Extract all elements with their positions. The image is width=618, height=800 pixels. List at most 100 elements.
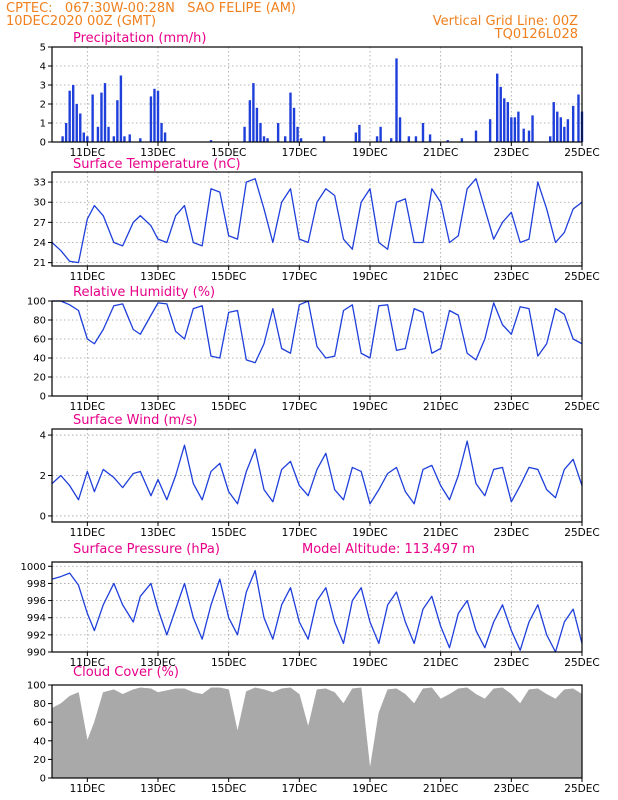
cloud-cover-y-tick-label: 20 — [33, 755, 46, 766]
surface-wind-title: Surface Wind (m/s) — [73, 413, 197, 428]
relative-humidity-plot-area — [52, 301, 582, 396]
surface-pressure-panel: 990 992 994 996 998 1000 11DEC 13DEC 15DEC 17DEC 1… — [21, 542, 600, 669]
surface-temperature-x-tick-label: 21DEC — [423, 271, 458, 283]
surface-temperature-title: Surface Temperature (nC) — [73, 157, 241, 172]
precipitation-bar — [266, 138, 269, 142]
relative-humidity-panel: 0 20 40 60 80 100 11DEC 13DEC 15DEC 17DEC 19DEC 21D… — [27, 285, 600, 413]
surface-wind-x-tick-label: 19DEC — [352, 527, 387, 539]
precipitation-bar — [375, 136, 379, 142]
surface-pressure-x-tick-label: 19DEC — [352, 657, 387, 669]
surface-temperature-y-tick-label: 33 — [33, 178, 46, 189]
precipitation-bar — [503, 98, 506, 142]
precipitation-y-tick-label: 0 — [40, 138, 46, 149]
precipitation-x-tick-label: 11DEC — [70, 147, 105, 159]
precipitation-y-tick-label: 5 — [40, 43, 46, 54]
cloud-cover-x-tick-label: 21DEC — [423, 783, 458, 795]
cloud-cover-frame — [51, 684, 583, 779]
surface-wind-y-tick-label: 2 — [40, 471, 46, 482]
surface-temperature-x-tick-label: 11DEC — [70, 271, 105, 283]
precipitation-bar — [255, 107, 259, 142]
cloud-cover-y-tick-label: 80 — [33, 699, 46, 710]
precipitation-bar — [499, 86, 502, 142]
relative-humidity-x-tick-label: 21DEC — [423, 401, 458, 413]
precipitation-bar — [395, 58, 398, 142]
surface-pressure-x-tick-label: 23DEC — [494, 657, 529, 669]
precipitation-bar — [559, 117, 562, 142]
header-run-time: 10DEC2020 00Z (GMT) — [6, 14, 156, 29]
cloud-cover-y-tick-label: 100 — [27, 681, 46, 692]
surface-pressure-x-tick-label: 25DEC — [564, 657, 599, 669]
surface-temperature-x-tick-label: 25DEC — [564, 271, 599, 283]
surface-temperature-x-tick-label: 13DEC — [140, 271, 175, 283]
cloud-cover-y-tick-label: 40 — [33, 736, 46, 747]
precipitation-bar — [474, 130, 478, 142]
relative-humidity-frame — [51, 300, 583, 397]
surface-wind-x-tick-label: 21DEC — [423, 527, 458, 539]
surface-pressure-x-tick-label: 11DEC — [70, 657, 105, 669]
relative-humidity-y-tick-label: 20 — [33, 373, 46, 384]
precipitation-bar — [446, 140, 449, 142]
surface-temperature-x-tick-label: 23DEC — [494, 271, 529, 283]
relative-humidity-x-tick-label: 19DEC — [352, 401, 387, 413]
precipitation-y-tick-label: 4 — [40, 62, 46, 73]
precipitation-bar — [354, 132, 358, 142]
precipitation-bar — [496, 73, 499, 142]
surface-pressure-y-tick-label: 994 — [27, 613, 46, 624]
precipitation-bar — [299, 138, 303, 142]
precipitation-bar — [262, 136, 266, 142]
precipitation-bar — [289, 92, 292, 142]
precipitation-bar — [556, 111, 559, 142]
precipitation-bar — [460, 138, 464, 142]
chart-panels: 0 1 2 3 4 5 11DEC 13DEC 15DEC 17DEC 19DEC 21DEC 23DE… — [21, 31, 600, 795]
header-model-code: TQ0126L028 — [494, 27, 578, 42]
precipitation-bar — [128, 134, 131, 142]
precipitation-bar — [100, 92, 103, 142]
relative-humidity-x-tick-label: 11DEC — [70, 401, 105, 413]
precipitation-bar — [506, 102, 509, 142]
surface-temperature-y-tick-label: 30 — [33, 198, 46, 209]
surface-pressure-x-tick-label: 15DEC — [211, 657, 246, 669]
precipitation-bar — [571, 105, 575, 142]
surface-wind-y-tick-label: 4 — [40, 431, 46, 442]
precipitation-bar — [522, 128, 525, 142]
header-location: CPTEC: 067:30W-00:28N SAO FELIPE (AM) — [6, 1, 296, 16]
precipitation-bar — [72, 85, 75, 142]
precipitation-bar — [259, 123, 262, 142]
precipitation-bar — [91, 94, 94, 142]
surface-wind-x-tick-label: 17DEC — [282, 527, 317, 539]
surface-pressure-x-tick-label: 13DEC — [140, 657, 175, 669]
surface-temperature-x-tick-label: 19DEC — [352, 271, 387, 283]
surface-wind-y-tick-label: 0 — [40, 511, 46, 522]
cloud-cover-panel: 0 20 40 60 80 100 11DEC 13DEC 15DEC 17DEC 19DEC 21D… — [27, 665, 600, 795]
precipitation-bar — [276, 123, 280, 142]
surface-wind-x-tick-label: 25DEC — [564, 527, 599, 539]
precipitation-bar — [243, 126, 246, 142]
precipitation-bar — [531, 115, 534, 142]
precipitation-x-tick-label: 23DEC — [494, 147, 529, 159]
relative-humidity-x-tick-label: 25DEC — [564, 401, 599, 413]
relative-humidity-title: Relative Humidity (%) — [73, 285, 215, 300]
surface-wind-line — [51, 440, 583, 505]
precipitation-plot-area — [52, 47, 582, 142]
precipitation-bar — [566, 119, 570, 142]
precipitation-bar — [96, 126, 100, 142]
surface-wind-x-tick-label: 15DEC — [211, 527, 246, 539]
surface-temperature-plot-area — [52, 172, 582, 266]
precipitation-bar — [149, 96, 153, 142]
precipitation-bar — [513, 117, 517, 142]
precipitation-bar — [552, 102, 555, 142]
precipitation-bar — [209, 140, 213, 142]
relative-humidity-y-tick-label: 40 — [33, 354, 46, 365]
precipitation-bar — [549, 136, 552, 142]
precipitation-bar — [390, 138, 393, 142]
precipitation-y-tick-label: 2 — [40, 100, 46, 111]
cloud-cover-y-tick-label: 0 — [40, 774, 46, 785]
cloud-cover-x-tick-label: 25DEC — [564, 783, 599, 795]
surface-pressure-x-tick-label: 17DEC — [282, 657, 317, 669]
precipitation-x-tick-label: 15DEC — [211, 147, 246, 159]
precipitation-x-tick-label: 21DEC — [423, 147, 458, 159]
precipitation-bar — [86, 136, 89, 142]
relative-humidity-x-tick-label: 15DEC — [211, 401, 246, 413]
relative-humidity-y-tick-label: 0 — [40, 392, 46, 403]
surface-pressure-y-tick-label: 1000 — [21, 562, 46, 573]
